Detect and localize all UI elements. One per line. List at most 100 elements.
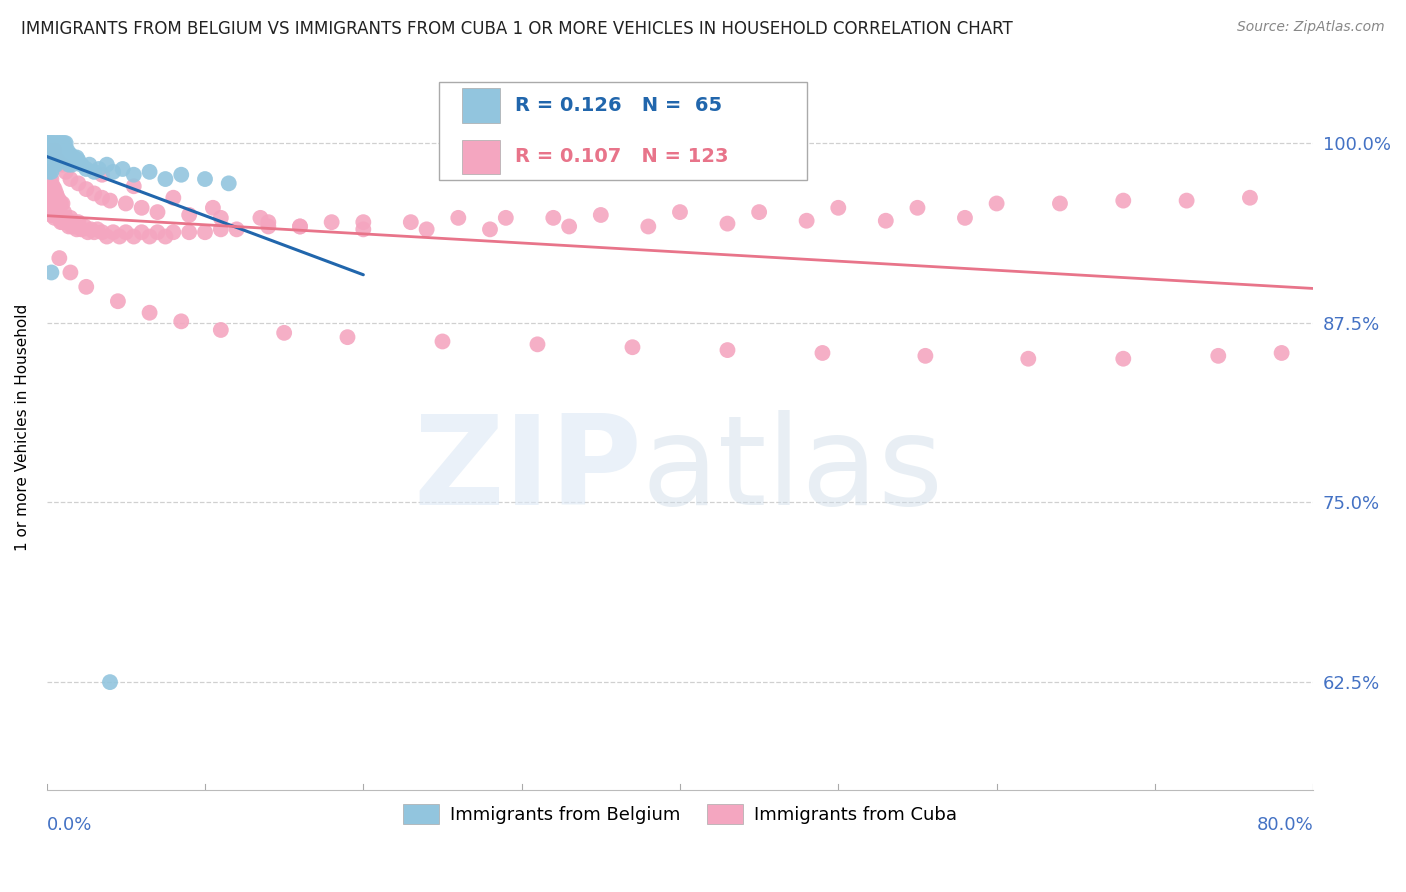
Point <box>46 191 69 205</box>
Point <box>273 326 295 340</box>
Point <box>170 168 193 182</box>
Point <box>62 151 84 165</box>
Point <box>37 151 59 165</box>
Point <box>352 222 374 236</box>
Point <box>1239 191 1261 205</box>
Point <box>55 136 77 150</box>
Point <box>716 217 738 231</box>
Point <box>91 168 114 182</box>
Point <box>107 294 129 309</box>
Point <box>58 219 80 234</box>
Point <box>59 147 82 161</box>
Point <box>51 136 73 150</box>
Point <box>336 330 359 344</box>
Point <box>48 147 70 161</box>
Point <box>41 143 63 157</box>
Point <box>1049 196 1071 211</box>
Point <box>41 136 63 150</box>
Point <box>146 225 169 239</box>
Point <box>48 211 70 225</box>
Text: 0.0%: 0.0% <box>46 816 91 834</box>
Point <box>38 143 60 157</box>
Point <box>70 158 93 172</box>
Point <box>716 343 738 357</box>
Point <box>478 222 501 236</box>
Point <box>914 349 936 363</box>
Point <box>257 215 280 229</box>
Point <box>399 215 422 229</box>
Point <box>67 177 90 191</box>
Point <box>558 219 581 234</box>
Point <box>986 196 1008 211</box>
Point <box>796 213 818 227</box>
Point <box>179 225 201 239</box>
Point <box>138 165 160 179</box>
Text: Source: ZipAtlas.com: Source: ZipAtlas.com <box>1237 20 1385 34</box>
Point <box>37 136 59 150</box>
Point <box>101 225 124 239</box>
Point <box>45 143 67 157</box>
Point <box>38 151 60 165</box>
Point <box>589 208 612 222</box>
Point <box>41 165 63 179</box>
Point <box>59 265 82 279</box>
Point <box>669 205 692 219</box>
Point <box>60 219 83 234</box>
Point <box>55 165 77 179</box>
Point <box>162 191 184 205</box>
Point <box>543 211 565 225</box>
Point <box>42 143 65 157</box>
Point <box>209 323 232 337</box>
Point <box>44 136 66 150</box>
Point <box>432 334 454 349</box>
Point <box>44 158 66 172</box>
Point <box>67 153 90 168</box>
Point <box>41 208 63 222</box>
Point <box>907 201 929 215</box>
Text: R = 0.107   N = 123: R = 0.107 N = 123 <box>516 147 728 167</box>
Point <box>811 346 834 360</box>
Point <box>41 172 63 186</box>
Point <box>122 168 145 182</box>
Point <box>170 314 193 328</box>
Legend: Immigrants from Belgium, Immigrants from Cuba: Immigrants from Belgium, Immigrants from… <box>395 797 965 831</box>
Point <box>41 151 63 165</box>
Point <box>59 172 82 186</box>
Point <box>63 219 86 234</box>
Point <box>1112 351 1135 366</box>
Point <box>58 158 80 172</box>
Point <box>48 194 70 208</box>
Point <box>179 208 201 222</box>
Point <box>637 219 659 234</box>
Point <box>49 136 72 150</box>
Point <box>249 211 271 225</box>
Point <box>218 177 240 191</box>
Point <box>37 179 59 194</box>
Point <box>42 139 65 153</box>
Point <box>447 211 470 225</box>
Point <box>138 229 160 244</box>
Point <box>96 229 118 244</box>
Point <box>51 196 73 211</box>
Text: R = 0.126   N =  65: R = 0.126 N = 65 <box>516 96 723 115</box>
Point <box>70 222 93 236</box>
Point <box>138 306 160 320</box>
Point <box>46 136 69 150</box>
Point <box>83 186 105 201</box>
Point <box>67 215 90 229</box>
Point <box>209 222 232 236</box>
Point <box>41 158 63 172</box>
Point <box>38 136 60 150</box>
Point <box>53 147 76 161</box>
Point <box>41 265 63 279</box>
Point <box>37 165 59 179</box>
Point <box>87 161 110 176</box>
Point <box>66 151 89 165</box>
Point <box>80 222 103 236</box>
Point <box>44 139 66 153</box>
Point <box>122 179 145 194</box>
Point <box>288 219 311 234</box>
Point <box>41 139 63 153</box>
Point <box>1206 349 1229 363</box>
Point <box>42 179 65 194</box>
